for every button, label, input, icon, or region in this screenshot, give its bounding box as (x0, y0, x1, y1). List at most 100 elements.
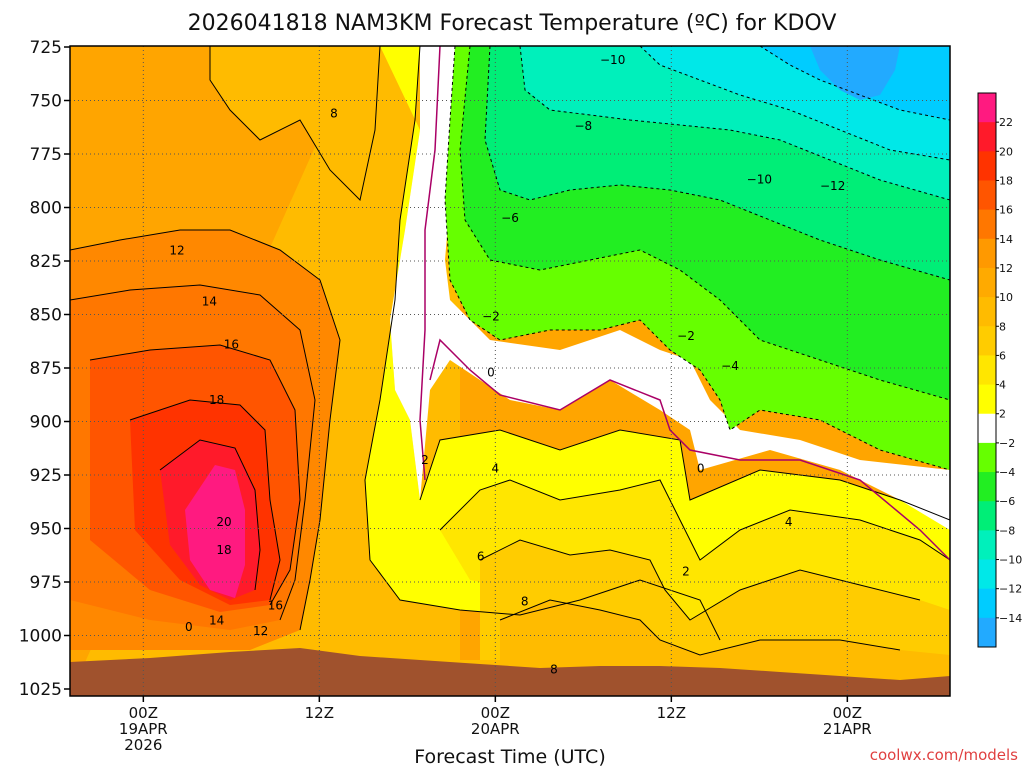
y-tick-label: 850 (30, 306, 62, 326)
colorbar-frame (977, 92, 997, 648)
colorbar-swatch (978, 122, 996, 152)
contour-label: −4 (721, 359, 739, 373)
y-tick-label: 1000 (19, 627, 62, 647)
x-tick-label: 12Z (305, 704, 334, 722)
grid-lines (70, 46, 950, 696)
colorbar-swatch (978, 384, 996, 415)
x-tick-label: 21APR (823, 720, 872, 738)
colorbar-swatch (978, 442, 996, 473)
contour-label: 16 (268, 599, 283, 613)
temp-band-8-upper (210, 46, 380, 200)
contour-label: −10 (600, 53, 625, 67)
contour-label: 12 (253, 624, 268, 638)
y-tick-label: 775 (30, 145, 62, 165)
x-tick-label: 2026 (124, 736, 162, 754)
contour-label: 12 (169, 243, 184, 257)
contour-label: 18 (209, 393, 224, 407)
colorbar-label: −14 (999, 612, 1022, 625)
colorbar-swatch (978, 413, 996, 444)
y-tick-label: 925 (30, 466, 62, 486)
y-tick-label: 800 (30, 199, 62, 219)
y-tick-label: 975 (30, 573, 62, 593)
contour-label: 2 (421, 453, 429, 467)
colorbar-swatch (978, 151, 996, 181)
colorbar-label: 16 (999, 204, 1013, 217)
colorbar-swatch (978, 617, 996, 648)
x-tick-label: 20APR (471, 720, 520, 738)
temp-band-minus14 (810, 46, 900, 100)
x-tick-label: 00Z (481, 704, 510, 722)
colorbar-label: −10 (999, 554, 1022, 567)
contour-label: −10 (747, 173, 772, 187)
contour-label: 0 (487, 365, 495, 379)
plot-frame (69, 45, 951, 697)
colorbar-swatch (978, 267, 996, 298)
contour-label: 0 (697, 462, 705, 476)
colorbar-legend: 22 20 18 16 14 12 10 8 6 4 2 −2 −4 −6 −8 −10 −12 −14 (977, 92, 1022, 648)
contour-label: 14 (202, 295, 217, 309)
contour-label: 8 (330, 106, 338, 120)
contour-label: 8 (521, 594, 529, 608)
colorbar-swatch (978, 588, 996, 619)
colorbar-label: 10 (999, 291, 1013, 304)
zero-contour-line (419, 46, 950, 561)
contour-label: 2 (682, 564, 690, 578)
x-tick-label: 00Z (833, 704, 862, 722)
colorbar-label: −2 (999, 437, 1015, 450)
colorbar-swatch (978, 297, 996, 327)
colorbar-swatch (978, 472, 996, 502)
colorbar-swatch (978, 238, 996, 269)
contour-label: −8 (574, 119, 592, 133)
temp-band-8-inner (500, 600, 950, 680)
x-tick-label: 00Z (129, 704, 158, 722)
colorbar-swatch (978, 209, 996, 240)
colorbar-label: 22 (999, 116, 1013, 129)
y-tick-label: 875 (30, 359, 62, 379)
y-tick-label: 750 (30, 92, 62, 112)
colorbar-label: 4 (999, 379, 1006, 392)
colorbar-label: −8 (999, 524, 1015, 537)
contour-label: −6 (501, 211, 519, 225)
colorbar-label: −6 (999, 495, 1015, 508)
colorbar-swatch (978, 326, 996, 356)
x-tick-label: 12Z (657, 704, 686, 722)
colorbar-label: 14 (999, 233, 1013, 246)
contour-label: 6 (477, 549, 485, 563)
colorbar-label: 20 (999, 145, 1013, 158)
colorbar-label: 18 (999, 174, 1013, 187)
temp-band-22 (185, 465, 245, 598)
y-tick-label: 825 (30, 252, 62, 272)
colorbar-swatch (978, 559, 996, 590)
colorbar-label: 8 (999, 320, 1006, 333)
credit-text: coolwx.com/models (870, 746, 1018, 764)
contour-label: 0 (185, 620, 193, 634)
contour-label: 18 (216, 543, 231, 557)
temp-band-0 (390, 46, 950, 530)
colorbar-label: 6 (999, 349, 1006, 362)
contour-label: −2 (482, 310, 500, 324)
colorbar-label: −12 (999, 583, 1022, 596)
colorbar-swatch (978, 501, 996, 531)
colorbar-label: −4 (999, 466, 1015, 479)
contour-label: 8 (550, 663, 558, 677)
cold-contour-lines (444, 46, 950, 471)
y-axis: 725 750 775 800 825 850 875 900 925 950 975 1000 102… (19, 38, 70, 700)
colorbar-label: 12 (999, 262, 1013, 275)
contour-label: 14 (209, 614, 224, 628)
colorbar-swatch (978, 180, 996, 211)
colorbar-label: 2 (999, 408, 1006, 421)
colorbar-swatch (978, 355, 996, 386)
x-axis-label: Forecast Time (UTC) (414, 746, 605, 768)
y-tick-label: 725 (30, 38, 62, 58)
contour-label: 4 (492, 462, 500, 476)
terrain-ground (70, 648, 950, 696)
contour-label: 4 (785, 515, 793, 529)
contour-label: 16 (224, 337, 239, 351)
y-tick-label: 1025 (19, 680, 62, 700)
contour-label: −2 (677, 329, 695, 343)
y-tick-label: 950 (30, 520, 62, 540)
x-tick-label: 19APR (119, 720, 168, 738)
